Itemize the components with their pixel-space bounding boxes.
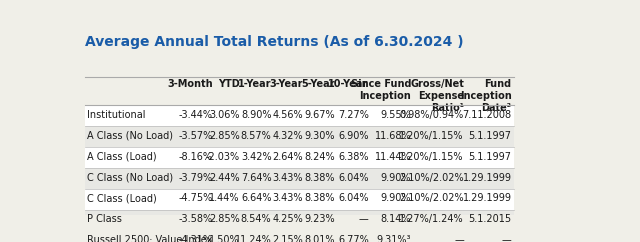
Text: 3.43%: 3.43% [273, 173, 303, 182]
Text: 1-Year: 1-Year [238, 79, 271, 89]
Text: 6.38%: 6.38% [338, 152, 369, 162]
Text: 5.1.1997: 5.1.1997 [468, 152, 511, 162]
Text: —: — [502, 235, 511, 242]
Bar [85, 168, 513, 189]
Text: 9.31%³: 9.31%³ [377, 235, 412, 242]
Text: -4.31%: -4.31% [179, 235, 213, 242]
Text: 11.24%: 11.24% [235, 235, 271, 242]
Text: 8.01%: 8.01% [305, 235, 335, 242]
Text: 2.64%: 2.64% [273, 152, 303, 162]
Text: 8.38%: 8.38% [305, 173, 335, 182]
Text: 3.06%: 3.06% [209, 110, 240, 120]
Text: 6.04%: 6.04% [338, 193, 369, 204]
Text: 1.50%: 1.50% [209, 235, 240, 242]
Text: 3-Year: 3-Year [269, 79, 303, 89]
Text: 3.43%: 3.43% [273, 193, 303, 204]
Text: 8.90%: 8.90% [241, 110, 271, 120]
Text: 9.23%: 9.23% [304, 214, 335, 224]
Text: -3.57%: -3.57% [179, 131, 213, 141]
Text: YTD: YTD [218, 79, 240, 89]
Text: Average Annual Total Returns (As of 6.30.2024 ): Average Annual Total Returns (As of 6.30… [85, 35, 463, 49]
Text: C Class (Load): C Class (Load) [87, 193, 157, 204]
Text: 9.30%: 9.30% [305, 131, 335, 141]
Bar [85, 210, 513, 231]
Text: 1.27%/1.24%: 1.27%/1.24% [399, 214, 464, 224]
Text: A Class (Load): A Class (Load) [87, 152, 157, 162]
Text: 1.29.1999: 1.29.1999 [463, 193, 511, 204]
Text: P Class: P Class [87, 214, 122, 224]
Text: —: — [454, 235, 464, 242]
Text: 2.10%/2.02%: 2.10%/2.02% [399, 193, 464, 204]
Text: Fund
Inception
Date²: Fund Inception Date² [460, 79, 511, 113]
Text: 1.29.1999: 1.29.1999 [463, 173, 511, 182]
Text: 9.67%: 9.67% [304, 110, 335, 120]
Text: 8.24%: 8.24% [304, 152, 335, 162]
Text: 6.77%: 6.77% [338, 235, 369, 242]
Text: -3.79%: -3.79% [179, 173, 213, 182]
Text: Russell 2500· Value Index: Russell 2500· Value Index [87, 235, 212, 242]
Text: 9.90%: 9.90% [381, 173, 412, 182]
Text: -3.44%: -3.44% [179, 110, 213, 120]
Text: —: — [359, 214, 369, 224]
Text: 2.15%: 2.15% [273, 235, 303, 242]
Text: 8.54%: 8.54% [241, 214, 271, 224]
Text: 8.57%: 8.57% [241, 131, 271, 141]
Text: -8.16%: -8.16% [179, 152, 213, 162]
Text: 8.14%: 8.14% [381, 214, 412, 224]
Bar [85, 126, 513, 147]
Text: 11.68%: 11.68% [374, 131, 412, 141]
Text: 2.85%: 2.85% [209, 131, 240, 141]
Text: Institutional: Institutional [87, 110, 145, 120]
Text: -2.03%: -2.03% [205, 152, 240, 162]
Text: 1.20%/1.15%: 1.20%/1.15% [399, 152, 464, 162]
Text: 5.1.2015: 5.1.2015 [468, 214, 511, 224]
Text: 3-Month: 3-Month [167, 79, 213, 89]
Text: 6.64%: 6.64% [241, 193, 271, 204]
Text: 5-Year: 5-Year [301, 79, 335, 89]
Text: 6.04%: 6.04% [338, 173, 369, 182]
Text: 9.55%: 9.55% [381, 110, 412, 120]
Bar [85, 77, 513, 106]
Bar [85, 189, 513, 210]
Text: -3.58%: -3.58% [179, 214, 213, 224]
Text: 0.98%/0.94%: 0.98%/0.94% [399, 110, 464, 120]
Text: A Class (No Load): A Class (No Load) [87, 131, 173, 141]
Text: -4.75%: -4.75% [179, 193, 213, 204]
Bar [85, 147, 513, 168]
Text: 1.20%/1.15%: 1.20%/1.15% [399, 131, 464, 141]
Bar [85, 231, 513, 242]
Text: 9.90%: 9.90% [381, 193, 412, 204]
Text: Since Fund
Inception: Since Fund Inception [351, 79, 412, 101]
Text: 8.38%: 8.38% [305, 193, 335, 204]
Text: 1.44%: 1.44% [209, 193, 240, 204]
Bar [85, 106, 513, 126]
Text: 7.11.2008: 7.11.2008 [462, 110, 511, 120]
Text: 4.25%: 4.25% [273, 214, 303, 224]
Text: 2.44%: 2.44% [209, 173, 240, 182]
Text: 2.85%: 2.85% [209, 214, 240, 224]
Text: 10-Year: 10-Year [328, 79, 369, 89]
Text: 3.42%: 3.42% [241, 152, 271, 162]
Text: 2.10%/2.02%: 2.10%/2.02% [399, 173, 464, 182]
Text: 7.64%: 7.64% [241, 173, 271, 182]
Text: C Class (No Load): C Class (No Load) [87, 173, 173, 182]
Text: 4.56%: 4.56% [273, 110, 303, 120]
Text: 6.90%: 6.90% [338, 131, 369, 141]
Text: 5.1.1997: 5.1.1997 [468, 131, 511, 141]
Text: 4.32%: 4.32% [273, 131, 303, 141]
Text: Gross/Net
Expense
Ratio¹: Gross/Net Expense Ratio¹ [410, 79, 464, 113]
Text: 11.44%: 11.44% [374, 152, 412, 162]
Text: 7.27%: 7.27% [338, 110, 369, 120]
